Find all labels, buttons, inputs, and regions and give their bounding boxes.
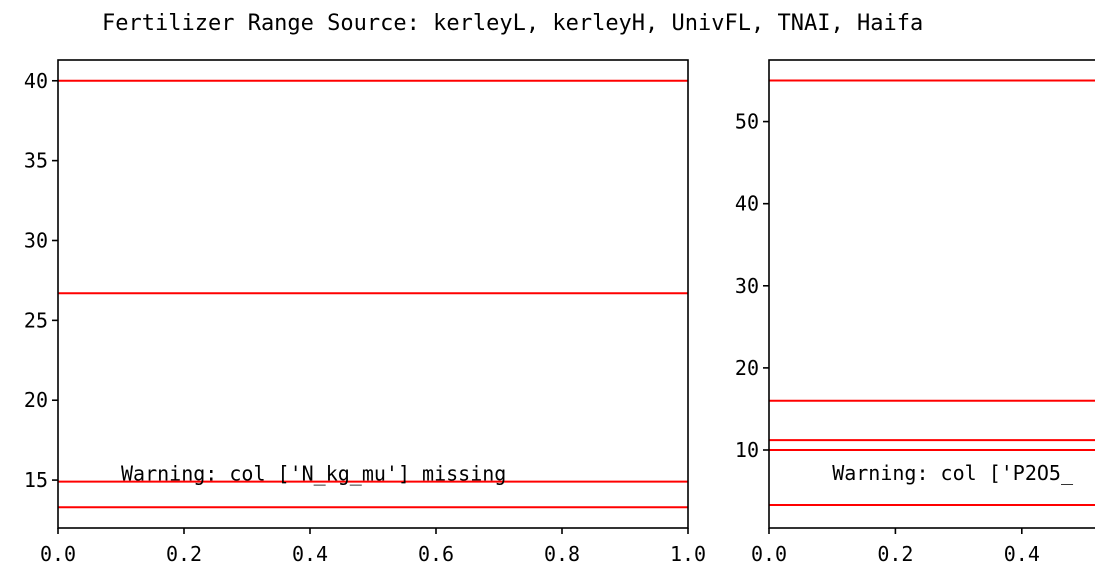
ytick-label-1-3: 25 <box>24 308 48 332</box>
ytick-label-2-2: 20 <box>735 356 759 380</box>
xtick-label-1-3: 0.4 <box>292 542 328 566</box>
ytick-label-2-3: 30 <box>735 274 759 298</box>
subplot-1: Warning: col ['N_kg_mu'] missing 15 20 25 30… <box>24 59 706 566</box>
axes-frame-2 <box>768 59 1095 529</box>
ytick-label-1-2: 20 <box>24 388 48 412</box>
ytick-label-2-5: 50 <box>735 110 759 134</box>
axes-frame-1 <box>57 59 689 529</box>
ytick-label-1-4: 30 <box>24 228 48 252</box>
xtick-label-2-2: 0.2 <box>877 542 913 566</box>
xtick-label-1-1: 0.0 <box>40 542 76 566</box>
ytick-label-1-6: 40 <box>24 69 48 93</box>
xtick-label-1-6: 1.0 <box>670 542 706 566</box>
xtick-label-1-2: 0.2 <box>166 542 202 566</box>
ytick-label-1-5: 35 <box>24 149 48 173</box>
chart-title: Fertilizer Range Source: kerleyL, kerley… <box>102 11 923 36</box>
warning-text-2: Warning: col ['P2O5_ <box>832 461 1074 485</box>
ytick-label-2-1: 10 <box>735 438 759 462</box>
xtick-label-1-4: 0.6 <box>418 542 454 566</box>
subplot-2: Warning: col ['P2O5_ 10 20 30 40 50 0.0 0.2 0.4 <box>735 59 1095 566</box>
subplot-panels: Warning: col ['N_kg_mu'] missing 15 20 25 30… <box>24 59 1095 566</box>
xtick-label-1-5: 0.8 <box>544 542 580 566</box>
ytick-label-1-1: 15 <box>24 468 48 492</box>
xtick-label-2-3: 0.4 <box>1004 542 1040 566</box>
ytick-label-2-4: 40 <box>735 192 759 216</box>
warning-text-1: Warning: col ['N_kg_mu'] missing <box>121 462 506 486</box>
xtick-label-2-1: 0.0 <box>751 542 787 566</box>
